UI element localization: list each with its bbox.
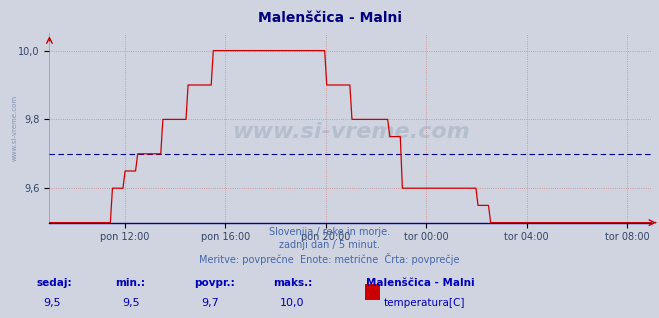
Text: Slovenija / reke in morje.: Slovenija / reke in morje. <box>269 227 390 237</box>
Text: www.si-vreme.com: www.si-vreme.com <box>232 122 470 142</box>
Text: Malenščica - Malni: Malenščica - Malni <box>366 278 474 288</box>
Text: povpr.:: povpr.: <box>194 278 235 288</box>
Text: 9,5: 9,5 <box>43 298 61 308</box>
Text: www.si-vreme.com: www.si-vreme.com <box>11 95 17 161</box>
Text: Malenščica - Malni: Malenščica - Malni <box>258 11 401 25</box>
Text: 10,0: 10,0 <box>280 298 304 308</box>
Text: min.:: min.: <box>115 278 146 288</box>
Text: 9,5: 9,5 <box>122 298 140 308</box>
Text: sedaj:: sedaj: <box>36 278 72 288</box>
Text: temperatura[C]: temperatura[C] <box>384 298 465 308</box>
Text: Meritve: povprečne  Enote: metrične  Črta: povprečje: Meritve: povprečne Enote: metrične Črta:… <box>199 253 460 265</box>
Text: 9,7: 9,7 <box>201 298 219 308</box>
Text: zadnji dan / 5 minut.: zadnji dan / 5 minut. <box>279 240 380 250</box>
Text: maks.:: maks.: <box>273 278 313 288</box>
